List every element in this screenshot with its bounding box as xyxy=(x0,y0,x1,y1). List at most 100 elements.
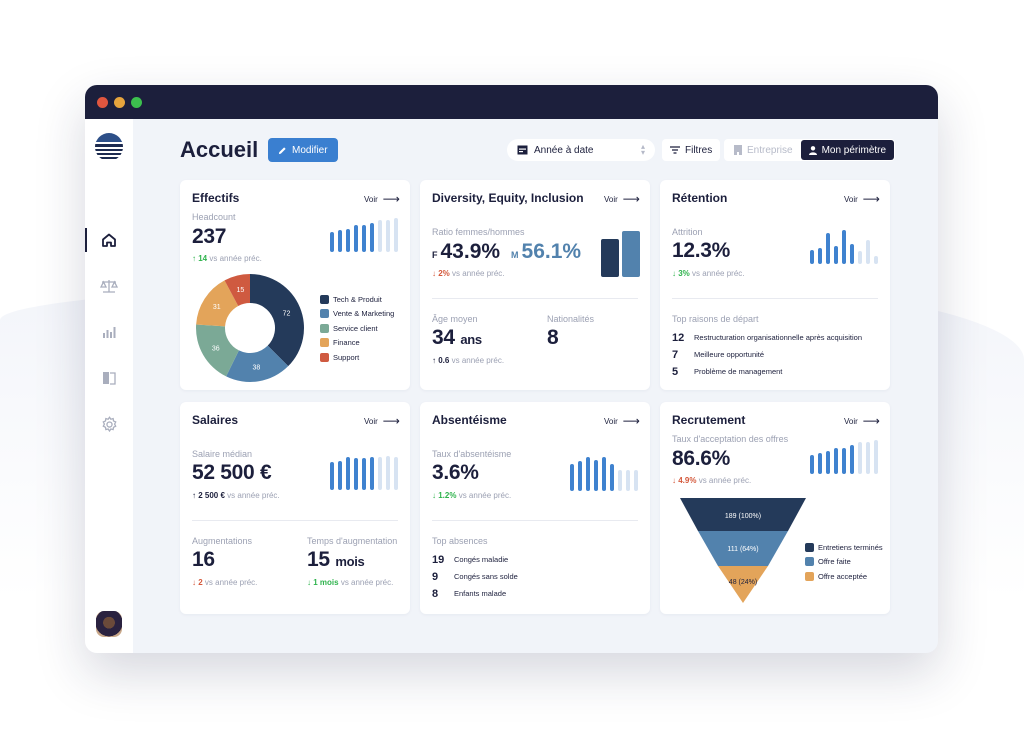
male-ratio: 56.1% xyxy=(521,240,582,263)
main-content: Accueil Modifier Année à date ▴ ▾ Filtres… xyxy=(133,119,938,653)
spark-bar xyxy=(618,470,622,491)
donut-segment[interactable] xyxy=(226,345,289,382)
minimize-window-button[interactable] xyxy=(114,96,125,108)
spark-bar xyxy=(826,233,830,264)
list-item-label: Congés maladie xyxy=(454,555,509,564)
spark-bar xyxy=(346,457,350,490)
spark-bar xyxy=(866,442,870,474)
age-delta: ↑ 0.6 vs année préc. xyxy=(432,356,505,365)
scope-company-option[interactable]: Entreprise xyxy=(734,145,793,156)
raises-label: Augmentations xyxy=(192,536,253,546)
spark-bar xyxy=(826,451,830,474)
gender-ratio: F 43.9% M 56.1% xyxy=(432,240,581,264)
period-select[interactable]: Année à date ▴ ▾ xyxy=(507,139,655,161)
sidebar-item-settings[interactable] xyxy=(85,409,133,439)
age-label: Âge moyen xyxy=(432,314,478,324)
see-more-link[interactable]: Voir ⟶ xyxy=(604,192,640,206)
donut-segment[interactable] xyxy=(224,274,250,306)
legend-label: Tech & Produit xyxy=(333,294,382,304)
legend-item: Offre faite xyxy=(805,555,883,570)
gear-icon xyxy=(101,415,117,432)
spark-bar xyxy=(386,456,390,490)
see-more-link[interactable]: Voir ⟶ xyxy=(844,192,880,206)
user-avatar[interactable] xyxy=(96,611,122,637)
card-title: Effectifs xyxy=(192,191,240,205)
list-item-count: 7 xyxy=(672,348,679,361)
see-more-link[interactable]: Voir ⟶ xyxy=(604,414,640,428)
legend-label: Offre acceptée xyxy=(818,571,868,581)
spark-bar xyxy=(634,470,638,491)
list-item-label: Congés sans solde xyxy=(454,572,518,581)
edit-button[interactable]: Modifier xyxy=(268,138,338,162)
female-ratio: 43.9% xyxy=(440,240,501,263)
spark-bar xyxy=(874,256,878,264)
legend-label: Service client xyxy=(333,323,378,333)
legend-swatch xyxy=(320,294,329,304)
age-value: 34 ans xyxy=(432,326,482,349)
sidebar-item-analytics[interactable] xyxy=(85,317,133,347)
sidebar-item-documents[interactable] xyxy=(85,363,133,393)
close-window-button[interactable] xyxy=(97,96,108,108)
funnel-stage-value: 48 (24%) xyxy=(729,579,757,586)
kpi-value: 12.3% xyxy=(672,239,731,262)
see-more-link[interactable]: Voir ⟶ xyxy=(364,192,400,206)
kpi-label: Headcount xyxy=(192,212,236,222)
top-list-label: Top raisons de départ xyxy=(672,314,759,324)
balance-scale-icon xyxy=(100,280,118,293)
spark-bar xyxy=(586,457,590,491)
list-item: 5 Problème de management xyxy=(672,363,862,380)
donut-segment[interactable] xyxy=(250,274,304,367)
spark-bar xyxy=(362,458,366,490)
absence-sparkline xyxy=(570,457,638,491)
kpi-value: 237 xyxy=(192,225,227,248)
male-bar xyxy=(622,231,640,277)
scope-mine-option[interactable]: Mon périmètre xyxy=(800,140,895,160)
page-title: Accueil xyxy=(180,137,259,162)
spark-bar xyxy=(330,462,334,490)
app-logo[interactable] xyxy=(95,133,123,161)
sidebar xyxy=(85,119,133,653)
spark-bar xyxy=(610,464,614,491)
spark-bar xyxy=(338,230,342,252)
donut-segment[interactable] xyxy=(196,324,239,377)
female-bar xyxy=(601,239,619,277)
maximize-window-button[interactable] xyxy=(131,96,142,108)
salary-sparkline xyxy=(330,456,398,490)
list-item: 7 Meilleure opportunité xyxy=(672,346,862,363)
list-item-count: 12 xyxy=(672,331,685,344)
raises-value: 16 xyxy=(192,548,215,571)
funnel-stage[interactable] xyxy=(680,498,806,531)
see-more-link[interactable]: Voir ⟶ xyxy=(364,414,400,428)
arrow-right-icon: ⟶ xyxy=(382,414,400,428)
sidebar-item-home[interactable] xyxy=(85,225,133,255)
user-icon xyxy=(808,145,817,155)
scope-mine-label: Mon périmètre xyxy=(821,144,887,156)
legend-swatch xyxy=(320,338,329,348)
card-title: Recrutement xyxy=(672,413,746,427)
attrition-sparkline xyxy=(810,230,878,264)
legend-item: Offre acceptée xyxy=(805,569,883,584)
raises-delta: ↓ 2 vs année préc. xyxy=(192,578,258,587)
kpi-delta: ↓ 1.2% vs année préc. xyxy=(432,491,512,500)
legend-label: Finance xyxy=(333,338,360,348)
funnel-stage[interactable] xyxy=(718,566,768,603)
kpi-label: Taux d'absentéisme xyxy=(432,449,512,459)
list-item: 9 Congés sans solde xyxy=(432,568,518,585)
see-more-link[interactable]: Voir ⟶ xyxy=(844,414,880,428)
edit-button-label: Modifier xyxy=(292,144,328,156)
funnel-stage-value: 189 (100%) xyxy=(725,513,761,520)
home-icon xyxy=(102,233,116,247)
donut-segment[interactable] xyxy=(196,280,239,327)
spark-bar xyxy=(394,218,398,252)
list-item-label: Problème de management xyxy=(694,367,783,376)
filters-button[interactable]: Filtres xyxy=(662,139,721,161)
legend-label: Support xyxy=(333,352,360,362)
calendar-icon xyxy=(517,145,528,155)
list-item-count: 19 xyxy=(432,553,445,566)
legend-item: Support xyxy=(320,350,394,365)
legend-swatch xyxy=(805,542,814,552)
spark-bar xyxy=(370,457,374,490)
funnel-legend: Entretiens terminés Offre faite Offre acce… xyxy=(805,540,883,584)
funnel-stage[interactable] xyxy=(698,531,788,566)
sidebar-item-compensation[interactable] xyxy=(85,271,133,301)
